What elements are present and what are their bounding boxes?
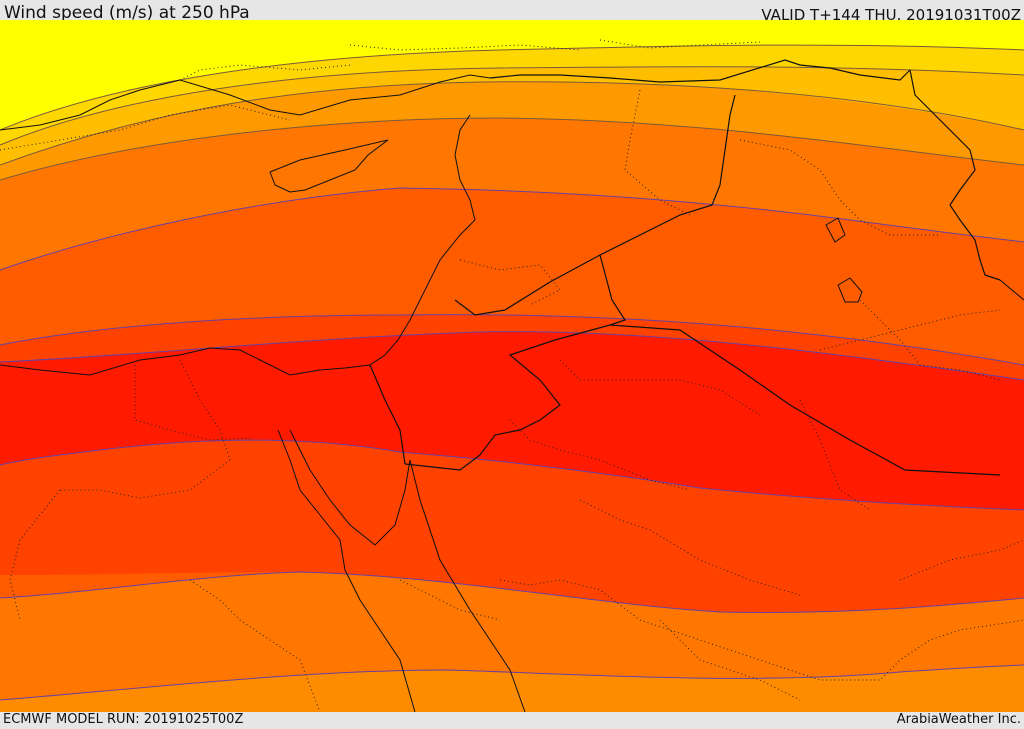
map-canvas (0, 20, 1024, 712)
contour-line (0, 664, 1024, 701)
border-line (599, 254, 626, 326)
contour-line (0, 439, 1024, 511)
wind-band-lower-4 (0, 665, 1024, 712)
isotach-contours (0, 187, 1024, 701)
red-sea-west-coastline (277, 429, 416, 712)
gulf-of-suez-coastline (289, 429, 411, 546)
border-line (454, 94, 736, 316)
isotach-contours-upper (0, 44, 1024, 181)
credit-label: ArabiaWeather Inc. (896, 712, 1021, 727)
wind-band-lower-3 (0, 572, 1024, 712)
map-title: Wind speed (m/s) at 250 hPa (4, 3, 250, 23)
cyprus-coastline (269, 139, 389, 193)
country-borders (369, 59, 1001, 476)
red-sea-east-coastline (409, 459, 526, 712)
gulf-island (825, 217, 846, 243)
model-run-label: ECMWF MODEL RUN: 20191025T00Z (3, 712, 244, 727)
coastlines (0, 74, 1024, 712)
contour-line (0, 331, 1024, 381)
border-line (489, 59, 911, 83)
contour-line (0, 571, 1024, 614)
wind-band-9-jet-core (0, 331, 1024, 510)
gulf-island (837, 277, 863, 303)
contour-line (0, 314, 1024, 366)
contour-line (0, 187, 1024, 271)
border-line (404, 324, 611, 471)
turkey-south-coastline (0, 74, 491, 131)
border-line (369, 364, 406, 465)
valid-time-label: VALID T+144 THU. 20191031T00Z (761, 6, 1021, 24)
border-line (609, 324, 1001, 476)
wind-speed-map (0, 20, 1024, 712)
levant-coastline (369, 114, 476, 366)
admin-borders-dotted (0, 39, 1024, 712)
persian-gulf-coastline (999, 279, 1024, 301)
border-line (909, 69, 1001, 281)
egypt-north-coastline (0, 347, 371, 376)
